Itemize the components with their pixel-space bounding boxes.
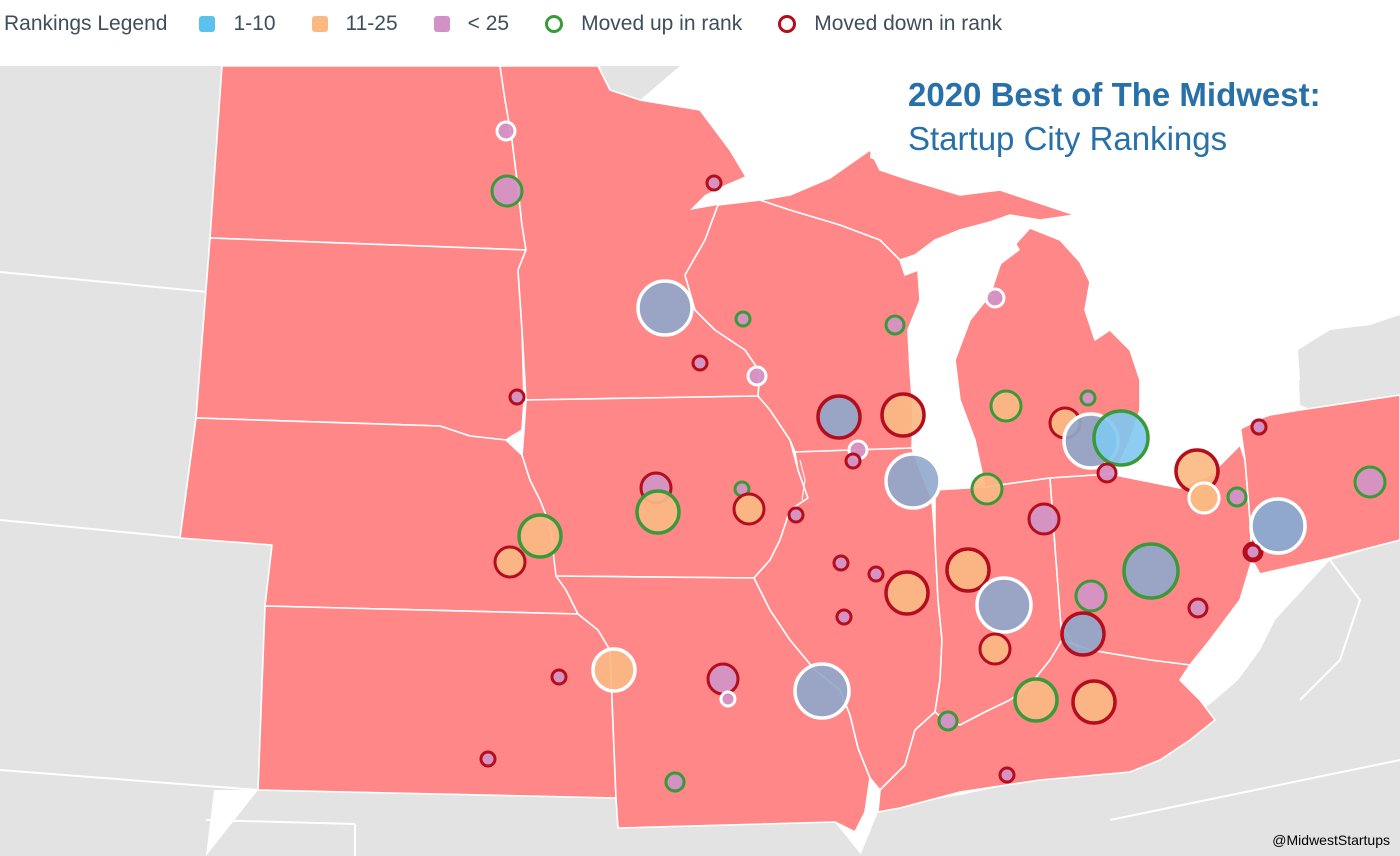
city-marker[interactable] [1244,543,1262,561]
city-marker[interactable] [732,492,766,526]
legend-item-moved-up: Moved up in rank [545,12,742,36]
city-marker[interactable] [867,565,885,583]
city-marker[interactable] [1079,389,1097,407]
city-marker[interactable] [734,310,752,328]
city-marker[interactable] [1226,486,1248,508]
city-marker[interactable] [884,452,942,510]
city-marker[interactable] [975,576,1033,634]
lake-michigan [912,225,1020,480]
city-marker[interactable] [591,647,637,693]
city-marker[interactable] [1122,542,1180,600]
legend-ring-icon [545,15,564,33]
city-marker[interactable] [844,452,862,470]
neighbor-land [0,66,1400,856]
legend-item-over-25: < 25 [433,12,510,36]
city-marker[interactable] [479,750,497,768]
legend-ring-icon [778,15,797,33]
city-marker[interactable] [691,354,709,372]
map-heading: 2020 Best of The Midwest: Startup City R… [908,74,1321,162]
city-marker[interactable] [832,554,850,572]
city-marker[interactable] [517,513,563,559]
legend-square-icon [199,16,216,32]
land-canada-top [600,66,680,100]
land-west [0,66,272,856]
city-marker[interactable] [984,287,1006,309]
border-w2 [0,519,185,539]
city-marker[interactable] [793,662,851,720]
city-markers [479,120,1387,793]
city-marker[interactable] [1074,579,1108,613]
city-marker[interactable] [508,388,526,406]
city-marker[interactable] [1027,502,1061,536]
legend-title: Rankings Legend [4,12,168,35]
city-marker[interactable] [835,608,853,626]
city-marker[interactable] [1092,409,1150,467]
map-title: 2020 Best of The Midwest: [908,76,1321,113]
city-marker[interactable] [998,766,1016,784]
city-marker[interactable] [1353,465,1387,499]
legend-label: Moved down in rank [814,12,1003,35]
land-south [206,790,862,856]
state-north-dakota [209,65,527,251]
legend-label: 1-10 [233,12,276,35]
city-marker[interactable] [978,632,1012,666]
city-marker[interactable] [787,506,805,524]
river-1 [799,459,806,501]
city-marker[interactable] [880,392,926,438]
city-marker[interactable] [884,314,906,336]
border-se1 [1299,559,1362,701]
city-marker[interactable] [989,389,1023,423]
lake-huron [1080,250,1300,480]
city-marker[interactable] [1071,679,1117,725]
city-marker[interactable] [493,545,527,579]
land-southeast [860,540,1400,856]
city-marker[interactable] [1249,497,1307,555]
city-marker[interactable] [1013,677,1059,723]
city-marker[interactable] [490,174,524,208]
state-kansas [257,605,617,799]
border-w3 [0,769,259,791]
city-marker[interactable] [550,668,568,686]
map-subtitle: Startup City Rankings [908,120,1228,157]
city-marker[interactable] [636,279,694,337]
legend-label: Moved up in rank [581,12,743,35]
city-marker[interactable] [1060,611,1106,657]
state-south-dakota [195,237,527,441]
legend-item-11-25: 11-25 [311,12,398,36]
city-marker[interactable] [635,489,681,535]
city-marker[interactable] [1187,481,1221,515]
legend-item-moved-down: Moved down in rank [778,12,1002,36]
city-marker[interactable] [816,394,862,440]
border-w1 [0,271,209,293]
city-marker[interactable] [664,771,686,793]
city-marker[interactable] [970,472,1004,506]
city-marker[interactable] [706,662,740,696]
city-marker[interactable] [884,570,930,616]
city-marker[interactable] [746,365,768,387]
legend-label: < 25 [467,12,510,35]
lake-superior [690,108,1075,215]
rankings-legend: Rankings Legend 1-10 11-25 < 25 Moved up… [4,8,1038,40]
neighbor-borders [0,271,1400,856]
city-marker[interactable] [937,710,959,732]
city-marker[interactable] [1096,462,1118,484]
legend-item-1-10: 1-10 [199,12,276,36]
border-se2 [1109,759,1400,821]
land-ontario [1298,315,1400,420]
city-marker[interactable] [719,690,737,708]
city-marker[interactable] [1187,597,1209,619]
city-marker[interactable] [945,547,991,593]
border-s2 [205,819,356,825]
city-marker[interactable] [495,120,517,142]
legend-square-icon [433,16,450,32]
credit-handle: @MidwestStartups [1272,832,1390,848]
city-marker[interactable] [1250,418,1268,436]
legend-label: 11-25 [345,12,398,35]
city-marker[interactable] [705,174,723,192]
legend-square-icon [311,16,328,32]
